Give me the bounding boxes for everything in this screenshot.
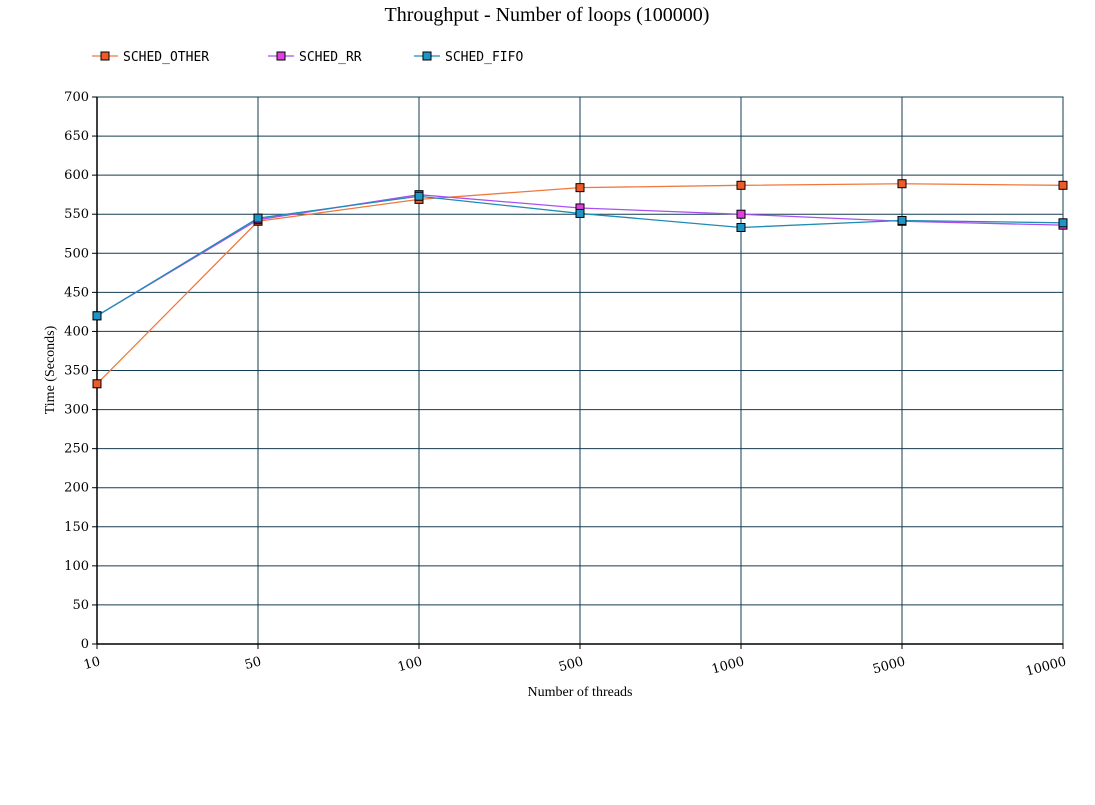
y-axis-ticks: 0 50 100 150 200 250 300 350 400 450 500 550 600 650 7… (64, 90, 97, 652)
x-tick-label: 100 (396, 654, 424, 675)
y-tick-label: 700 (64, 90, 89, 105)
data-point (414, 191, 424, 201)
x-tick-label: 10 (82, 654, 102, 673)
series-group (92, 179, 1068, 389)
data-point (736, 209, 746, 219)
data-point (736, 222, 746, 232)
data-point (253, 213, 263, 223)
y-tick-label: 600 (64, 168, 89, 183)
y-tick-label: 450 (64, 285, 89, 300)
data-point (575, 183, 585, 193)
y-tick-label: 300 (64, 403, 89, 418)
y-tick-label: 650 (64, 129, 89, 144)
y-axis-label: Time (Seconds) (43, 325, 58, 414)
legend-item: SCHED_OTHER (92, 50, 209, 65)
data-point (92, 379, 102, 389)
legend-marker (100, 51, 110, 61)
y-tick-label: 550 (64, 207, 89, 222)
y-tick-label: 350 (64, 364, 89, 379)
x-tick-label: 10000 (1024, 654, 1068, 679)
chart-title: Throughput - Number of loops (100000) (385, 4, 710, 26)
legend-marker (422, 51, 432, 61)
y-tick-label: 500 (64, 246, 89, 261)
data-point (92, 311, 102, 321)
y-tick-label: 400 (64, 324, 89, 339)
series-sched-fifo (92, 191, 1068, 321)
y-tick-label: 50 (72, 598, 89, 613)
grid (96, 96, 1064, 645)
x-tick-label: 50 (243, 654, 263, 673)
data-point (897, 179, 907, 189)
y-tick-label: 250 (64, 442, 89, 457)
legend-marker (276, 51, 286, 61)
legend-item: SCHED_FIFO (414, 50, 523, 65)
data-point (1058, 218, 1068, 228)
x-axis-ticks: 10 50 100 500 1000 5000 10000 (82, 644, 1068, 680)
data-point (1058, 180, 1068, 190)
data-point (575, 208, 585, 218)
x-tick-label: 1000 (710, 654, 746, 677)
y-tick-label: 200 (64, 481, 89, 496)
x-tick-label: 500 (557, 654, 585, 675)
y-tick-label: 100 (64, 559, 89, 574)
legend-label: SCHED_FIFO (445, 50, 523, 65)
x-tick-label: 5000 (871, 654, 907, 677)
legend-item: SCHED_RR (268, 50, 362, 65)
legend: SCHED_OTHER SCHED_RR SCHED_FIFO (92, 50, 523, 65)
data-point (897, 215, 907, 225)
y-tick-label: 0 (81, 637, 89, 652)
y-tick-label: 150 (64, 520, 89, 535)
x-axis-label: Number of threads (528, 685, 633, 700)
legend-label: SCHED_RR (299, 50, 362, 65)
data-point (736, 180, 746, 190)
legend-label: SCHED_OTHER (123, 50, 209, 65)
